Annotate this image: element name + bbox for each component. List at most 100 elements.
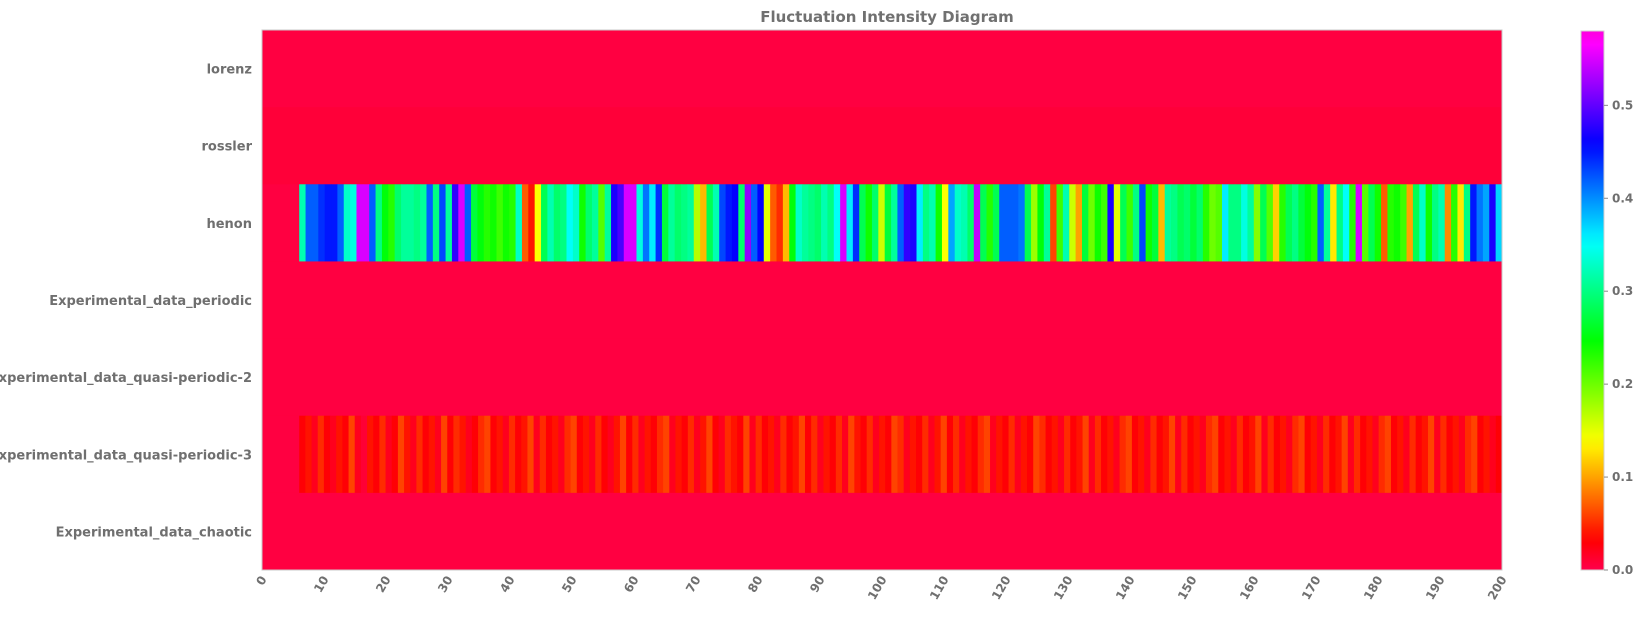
heatmap-cell [700, 184, 707, 262]
heatmap-cell [700, 415, 707, 494]
heatmap-cell [1043, 184, 1051, 262]
heatmap-cell [990, 415, 997, 494]
heatmap-cell [852, 184, 860, 262]
heatmap-cell [897, 415, 905, 494]
heatmap-cell [1431, 184, 1439, 262]
heatmap-cell [1329, 415, 1336, 494]
heatmap-cell [1291, 184, 1299, 262]
heatmap-cell [1209, 184, 1217, 262]
heatmap-cell [706, 184, 714, 262]
heatmap-cell [420, 184, 427, 262]
heatmap-cell [1366, 415, 1373, 494]
heatmap-cell [977, 415, 985, 494]
x-tick-label: 90 [807, 574, 827, 595]
heatmap-cell [1057, 415, 1065, 494]
heatmap-cell [827, 184, 835, 262]
heatmap-cell [373, 415, 380, 494]
heatmap-cell [534, 184, 542, 262]
heatmap-cell [1471, 415, 1478, 494]
heatmap-cell [1323, 184, 1331, 262]
heatmap-cell [1221, 184, 1229, 262]
heatmap-cell [1273, 415, 1281, 494]
heatmap-cell [811, 415, 818, 494]
heatmap-cell [782, 184, 790, 262]
heatmap-cell [767, 415, 775, 494]
heatmap-cell [731, 184, 739, 262]
heatmap-cell [381, 184, 389, 262]
heatmap-cell [496, 415, 504, 494]
heatmap-cell [330, 415, 337, 494]
heatmap-cell [804, 415, 812, 494]
x-tick-label: 160 [1237, 574, 1262, 603]
heatmap-cell [1027, 415, 1034, 494]
heatmap-cell [331, 184, 338, 262]
heatmap-cell [1181, 415, 1188, 494]
heatmap-cell [1464, 415, 1472, 494]
x-tick-label: 140 [1113, 574, 1138, 603]
heatmap-cell [1218, 415, 1225, 494]
heatmap-row-3 [262, 261, 1502, 340]
heatmap-cell [1094, 184, 1102, 262]
heatmap-cell [1390, 415, 1398, 494]
row-label: lorenz [207, 63, 252, 78]
heatmap-cell [661, 184, 669, 262]
heatmap-cell [1279, 184, 1287, 262]
heatmap-cell [451, 184, 459, 262]
heatmap-cell [441, 415, 448, 494]
heatmap-cell [1253, 184, 1261, 262]
heatmap-cell [642, 184, 650, 262]
heatmap-cell [1088, 415, 1096, 494]
heatmap-cell [1463, 184, 1471, 262]
heatmap-cell [362, 184, 370, 262]
heatmap-row-1 [262, 107, 1502, 185]
heatmap-cell [903, 184, 911, 262]
heatmap-cell [1304, 415, 1312, 494]
heatmap-cell [459, 415, 467, 494]
heatmap-cell [866, 415, 874, 494]
heatmap-cell [1495, 184, 1503, 262]
heatmap-cell [458, 184, 466, 262]
heatmap-cell [1187, 415, 1194, 494]
heatmap-cell [1011, 184, 1019, 262]
heatmap-cell [1452, 415, 1460, 494]
heatmap-cell [369, 184, 376, 262]
heatmap-cell [928, 415, 935, 494]
heatmap-cell [348, 415, 356, 494]
x-tick-label: 100 [865, 574, 890, 603]
x-tick-label: 170 [1299, 574, 1324, 603]
heatmap-cell [878, 184, 886, 262]
heatmap-cell [591, 184, 599, 262]
heatmap-cell [379, 415, 386, 494]
heatmap-cell [1224, 415, 1231, 494]
heatmap-cell [570, 415, 578, 494]
heatmap-cell [509, 184, 516, 262]
heatmap-cell [490, 415, 497, 494]
heatmap-cell [1489, 184, 1497, 262]
heatmap-cell [1374, 184, 1382, 262]
heatmap-cell [496, 184, 504, 262]
heatmap-cell [940, 415, 948, 494]
heatmap-cell [1341, 415, 1349, 494]
heatmap-cell [1139, 184, 1147, 262]
heatmap-cell [404, 415, 411, 494]
x-tick-label: 150 [1175, 574, 1200, 603]
heatmap-cell [1202, 184, 1210, 262]
heatmap-cell [860, 415, 868, 494]
heatmap-cell [725, 184, 733, 262]
x-tick-label: 130 [1051, 574, 1076, 603]
heatmap-cell [572, 184, 580, 262]
heatmap-cell [774, 415, 781, 494]
heatmap-cell [354, 415, 362, 494]
heatmap-cell [1101, 184, 1108, 262]
heatmap-cell [1107, 184, 1115, 262]
heatmap-cell [447, 415, 454, 494]
colorbar-tick-label: 0.5 [1612, 98, 1633, 112]
heatmap-cell [1285, 184, 1293, 262]
heatmap-row-6 [262, 492, 1502, 571]
heatmap-cell [1260, 184, 1267, 262]
heatmap-cell [343, 184, 351, 262]
heatmap-cell [649, 184, 656, 262]
heatmap-cell [566, 184, 574, 262]
heatmap-cell [656, 415, 664, 494]
heatmap-cell [980, 184, 987, 262]
